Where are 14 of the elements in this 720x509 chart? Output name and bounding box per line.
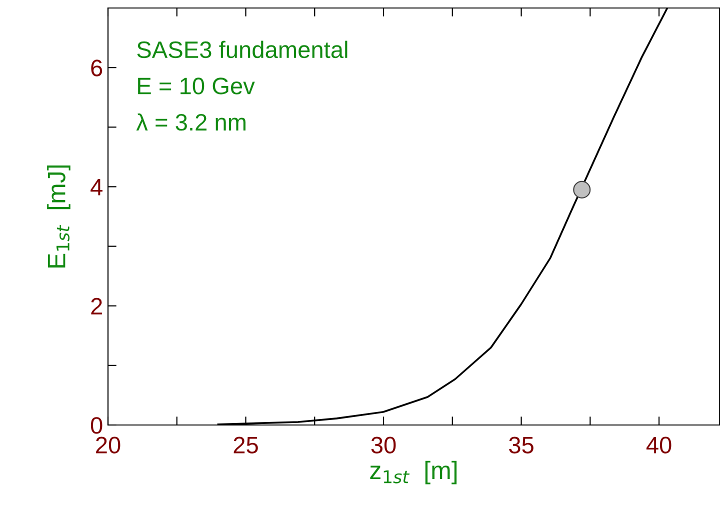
y-tick-label: 0 — [90, 417, 102, 434]
annotation: E = 10 Gev — [138, 78, 255, 94]
x-tick-label: 25 — [234, 436, 258, 454]
y-axis-title: E$_{1st}$ [mJ] — [47, 165, 70, 268]
x-tick-label: 35 — [509, 436, 534, 454]
x-tick-label: 40 — [646, 436, 672, 454]
annotation: SASE3 fundamental — [137, 40, 348, 58]
annotation: λ = 3.2 nm — [136, 113, 246, 131]
x-tick-label: 30 — [371, 436, 396, 454]
x-tick-label: 20 — [96, 436, 120, 454]
y-tick-label: 4 — [90, 179, 102, 196]
x-axis-title: z$_{1st}$ [m] — [370, 460, 457, 484]
y-tick-label: 2 — [91, 298, 102, 314]
y-tick-label: 6 — [91, 60, 102, 76]
